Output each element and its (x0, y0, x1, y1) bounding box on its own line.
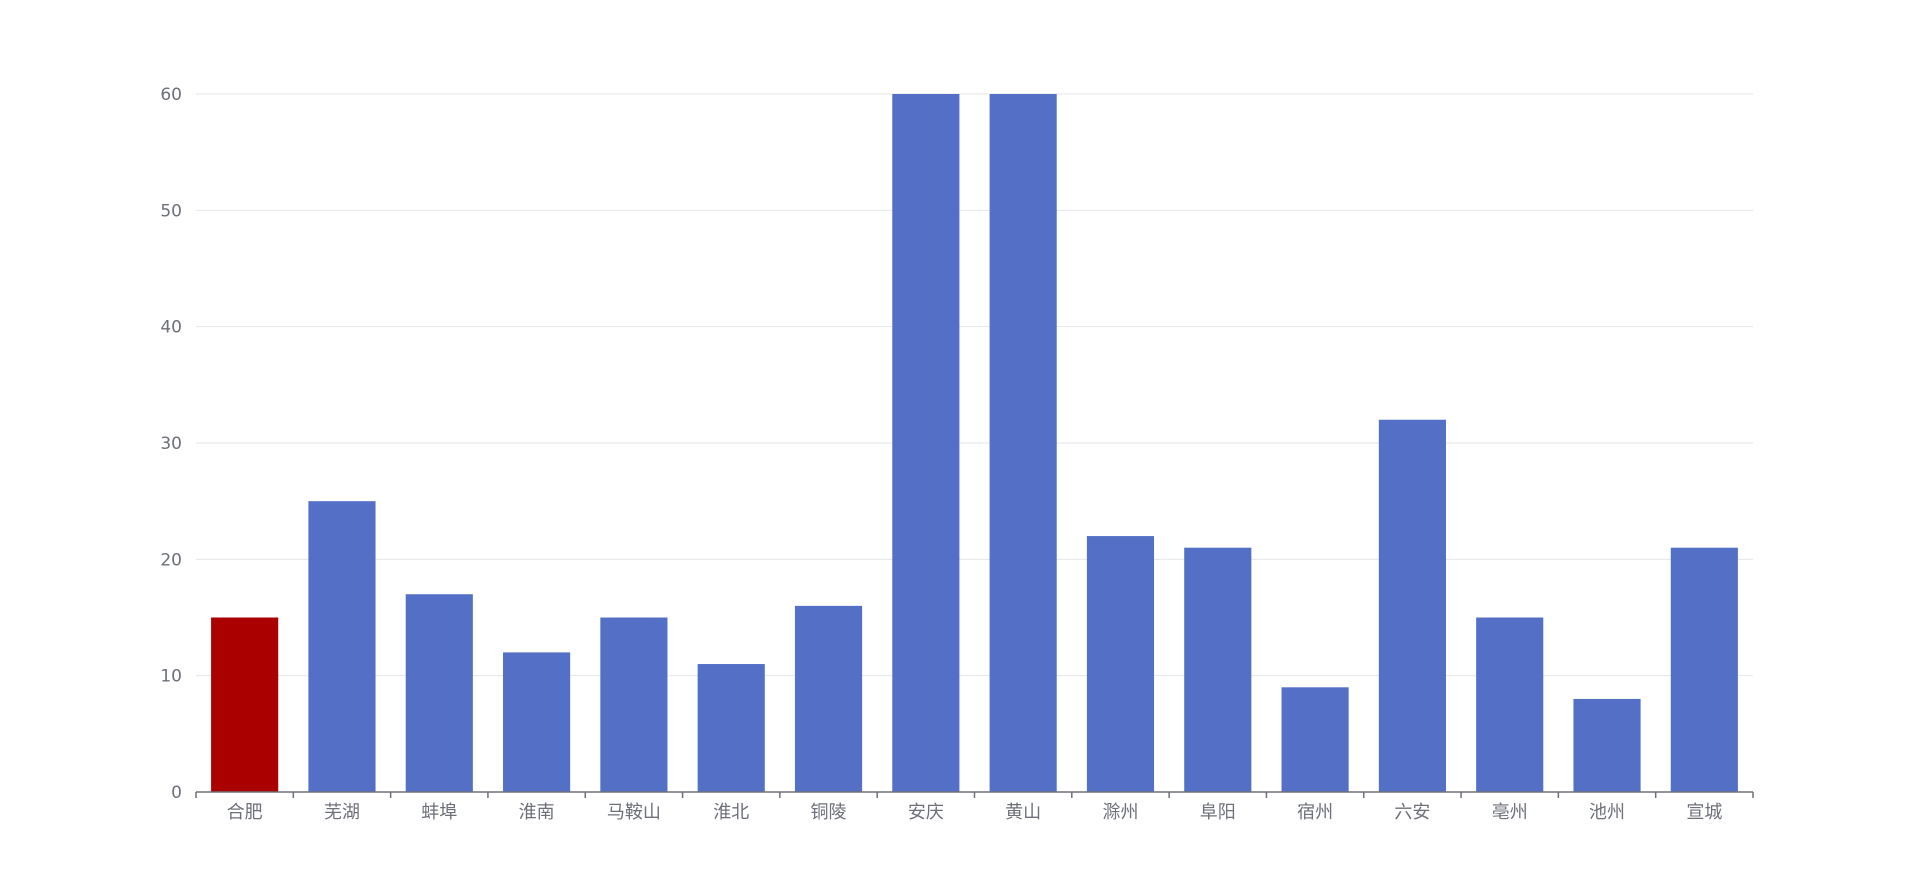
x-tick-label: 宣城 (1686, 802, 1722, 823)
bar-5[interactable] (600, 617, 668, 793)
y-tick-label: 10 (160, 667, 182, 687)
bar-11[interactable] (1184, 547, 1252, 792)
bar-12[interactable] (1281, 687, 1349, 792)
x-tick-label: 淮南 (519, 802, 555, 823)
y-tick-label: 0 (171, 783, 182, 803)
grid-lines (196, 93, 1753, 677)
bar-14[interactable] (1476, 617, 1544, 793)
bar-8[interactable] (892, 94, 960, 792)
bar-3[interactable] (405, 594, 473, 792)
bar-7[interactable] (794, 605, 863, 792)
x-tick-label: 芜湖 (324, 802, 360, 823)
bars (211, 94, 1738, 792)
tick-labels: 0 10 20 30 40 50 60 合肥 芜湖 蚌埠 淮南 马鞍山 淮北 铜陵 安庆 黄山 滁州 阜阳 宿州 六安… (160, 85, 1722, 823)
bar-15[interactable] (1573, 698, 1641, 792)
x-tick-label: 宿州 (1297, 802, 1333, 823)
axes (195, 791, 1754, 798)
bar-4[interactable] (503, 652, 571, 792)
y-tick-label: 30 (160, 434, 182, 454)
x-tick-label: 合肥 (227, 802, 263, 823)
bar-6[interactable] (697, 664, 765, 792)
x-tick-label: 亳州 (1492, 802, 1528, 823)
x-tick-label: 安庆 (908, 802, 944, 823)
bar-16[interactable] (1670, 547, 1738, 792)
x-tick-label: 阜阳 (1200, 802, 1236, 823)
x-tick-label: 蚌埠 (421, 802, 457, 823)
x-tick-label: 池州 (1589, 802, 1625, 823)
y-tick-label: 20 (160, 550, 182, 570)
x-tick-label: 黄山 (1005, 802, 1041, 823)
y-tick-label: 40 (160, 318, 182, 338)
bar-1[interactable] (211, 617, 279, 793)
x-tick-label: 马鞍山 (607, 802, 661, 823)
bar-9[interactable] (989, 94, 1057, 792)
x-tick-label: 淮北 (713, 802, 749, 823)
x-tick-label: 六安 (1394, 802, 1430, 823)
bar-10[interactable] (1086, 536, 1155, 792)
y-tick-label: 50 (160, 201, 182, 221)
x-tick-label: 滁州 (1102, 802, 1138, 823)
bar-13[interactable] (1378, 419, 1446, 792)
x-tick-label: 铜陵 (811, 802, 847, 823)
bar-2[interactable] (308, 501, 376, 792)
y-tick-label: 60 (160, 85, 182, 105)
